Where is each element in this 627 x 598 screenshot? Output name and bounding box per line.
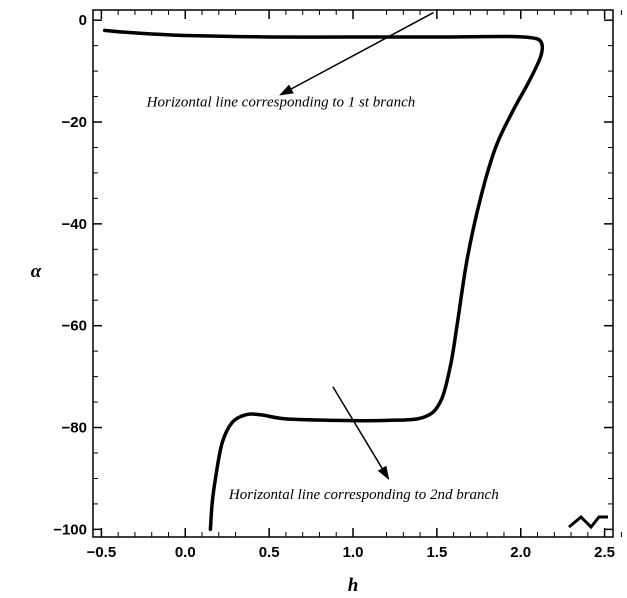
- annotation-arrow: [332, 386, 390, 481]
- y-ticks: 0 −20 −40 −60 −80 −100: [53, 12, 613, 538]
- y-tick-label: 0: [79, 12, 87, 29]
- annotation-arrow: [279, 11, 434, 96]
- y-tick-label: −40: [62, 216, 87, 233]
- plot-legends-icon: [568, 514, 608, 530]
- plot-frame: [92, 9, 614, 538]
- x-tick-label: −0.5: [87, 544, 117, 561]
- x-ticks: −0.5 0.0 0.5 1.0 1.5 2.0 2.5: [87, 10, 622, 561]
- y-axis-label: α: [31, 261, 42, 282]
- x-tick-label: 1.0: [343, 544, 364, 561]
- annotations: Horizontal line corresponding to 1 st br…: [146, 11, 499, 503]
- x-axis-label: h: [348, 575, 359, 596]
- x-tick-label: 2.0: [510, 544, 531, 561]
- series-line: [102, 28, 545, 532]
- y-tick-label: −80: [62, 420, 87, 437]
- y-tick-label: −20: [62, 114, 87, 131]
- annotation-text: Horizontal line corresponding to 1 st br…: [146, 95, 416, 111]
- x-tick-label: 2.5: [594, 544, 615, 561]
- y-tick-label: −100: [53, 521, 87, 538]
- x-tick-label: 1.5: [426, 544, 447, 561]
- x-tick-label: 0.0: [175, 544, 196, 561]
- x-tick-label: 0.5: [259, 544, 280, 561]
- annotation-text: Horizontal line corresponding to 2nd bra…: [228, 487, 499, 503]
- y-tick-label: −60: [62, 318, 87, 335]
